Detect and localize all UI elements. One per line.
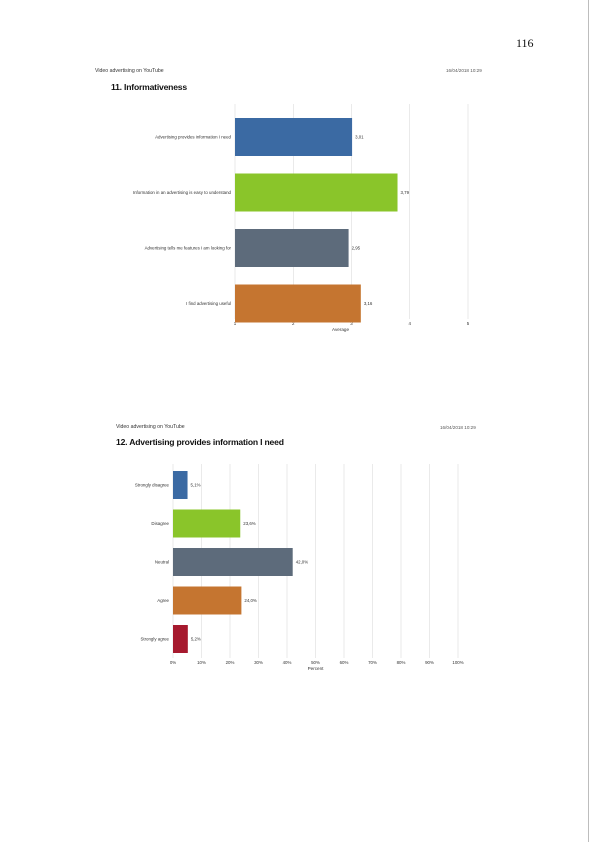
- category-label: Advertising provides information I need: [155, 135, 231, 140]
- data-label: 24,0%: [244, 598, 257, 603]
- data-label: 42,0%: [296, 560, 309, 565]
- category-label: Information in an advertising is easy to…: [133, 190, 232, 195]
- x-tick-label: 100%: [452, 660, 463, 665]
- x-tick-label: 70%: [368, 660, 377, 665]
- data-label: 3,01: [355, 135, 364, 140]
- x-tick-label: 40%: [283, 660, 292, 665]
- x-tick-label: 0%: [170, 660, 176, 665]
- report-name: Video advertising on YouTube: [116, 424, 185, 430]
- x-tick-label: 20%: [226, 660, 235, 665]
- category-label: Strongly agree: [140, 637, 169, 642]
- x-tick-label: 4: [409, 321, 412, 326]
- bar: [173, 509, 241, 538]
- bar: [173, 625, 188, 653]
- bar: [173, 586, 242, 615]
- category-label: Neutral: [155, 560, 169, 565]
- x-tick-label: 10%: [197, 660, 206, 665]
- bar: [235, 173, 398, 212]
- x-tick-label: 1: [234, 321, 237, 326]
- x-tick-label: 90%: [425, 660, 434, 665]
- bar: [173, 548, 293, 576]
- data-label: 5,2%: [191, 637, 201, 642]
- x-axis-title: Average: [332, 327, 349, 332]
- bar: [235, 118, 353, 156]
- x-tick-label: 80%: [397, 660, 406, 665]
- x-tick-label: 2: [292, 321, 295, 326]
- page-edge: [588, 0, 589, 842]
- x-tick-label: 5: [467, 321, 470, 326]
- category-label: I find advertising useful: [186, 301, 231, 306]
- data-label: 3,79: [401, 190, 410, 195]
- category-label: Agree: [157, 598, 169, 603]
- data-label: 2,95: [352, 246, 361, 251]
- category-label: Strongly disagree: [135, 483, 170, 488]
- section-title: 11. Informativeness: [111, 82, 187, 92]
- data-label: 23,6%: [243, 521, 256, 526]
- x-tick-label: 50%: [311, 660, 320, 665]
- report-date: 16/04/2018 10:29: [446, 68, 482, 73]
- page-number: 116: [516, 36, 534, 50]
- category-label: Disagree: [151, 521, 169, 526]
- section-title: 12. Advertising provides information I n…: [116, 437, 284, 447]
- category-label: Advertising tells me features I am looki…: [145, 246, 232, 251]
- data-label: 5,1%: [191, 483, 201, 488]
- report-name: Video advertising on YouTube: [95, 68, 164, 74]
- data-label: 3,16: [364, 301, 373, 306]
- x-tick-label: 30%: [254, 660, 263, 665]
- bar: [235, 229, 349, 267]
- x-axis-title: Percent: [308, 666, 325, 671]
- bar: [235, 284, 361, 323]
- x-tick-label: 3: [350, 321, 353, 326]
- report-date: 16/04/2018 10:29: [440, 425, 476, 430]
- bar: [173, 471, 188, 499]
- x-tick-label: 60%: [340, 660, 349, 665]
